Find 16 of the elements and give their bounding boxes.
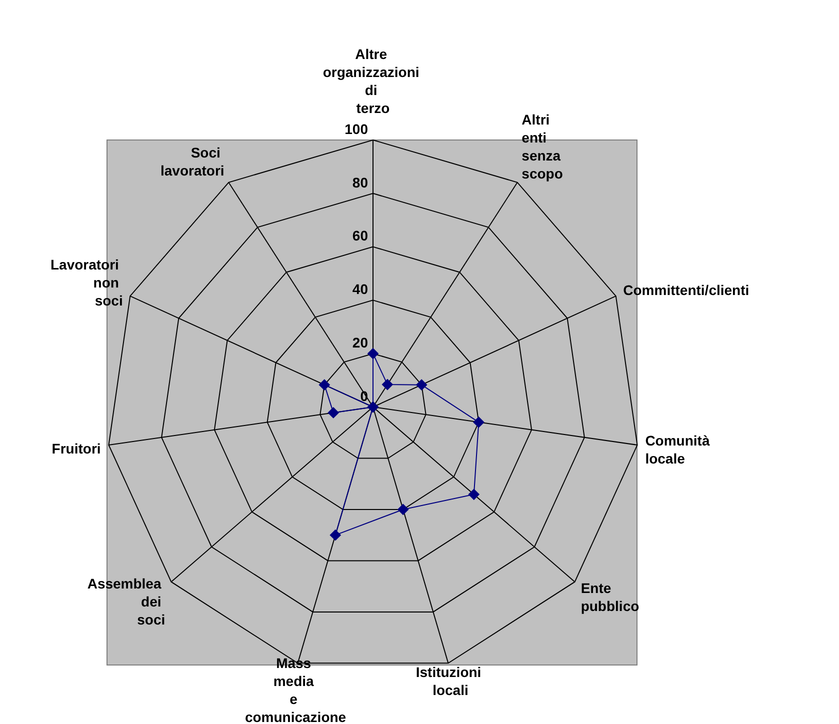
- y-tick-label: 60: [352, 228, 368, 244]
- spoke-label: Assemblea dei soci: [87, 576, 166, 628]
- spoke-label: Fruitori: [52, 440, 101, 456]
- y-tick-label: 80: [352, 174, 368, 190]
- spoke-label: Soci lavoratori: [160, 144, 224, 179]
- spoke-label: Istituzioni locali: [416, 664, 486, 698]
- spoke-label: Mass media e comunicazione: [244, 654, 346, 724]
- spoke-label: Committenti/clienti: [623, 282, 750, 298]
- spoke-label: Ente pubblico: [580, 580, 640, 614]
- spoke-label: Altri enti senza scopo: [522, 111, 564, 182]
- y-tick-label: 20: [352, 334, 368, 350]
- spoke-label: Comunità locale: [645, 432, 714, 467]
- spoke-label: Lavoratori non soci: [50, 256, 123, 309]
- y-tick-label: 100: [344, 120, 368, 137]
- y-tick-label: 40: [352, 281, 368, 298]
- spoke-label: Altre organizzazioni di terzo: [322, 46, 424, 116]
